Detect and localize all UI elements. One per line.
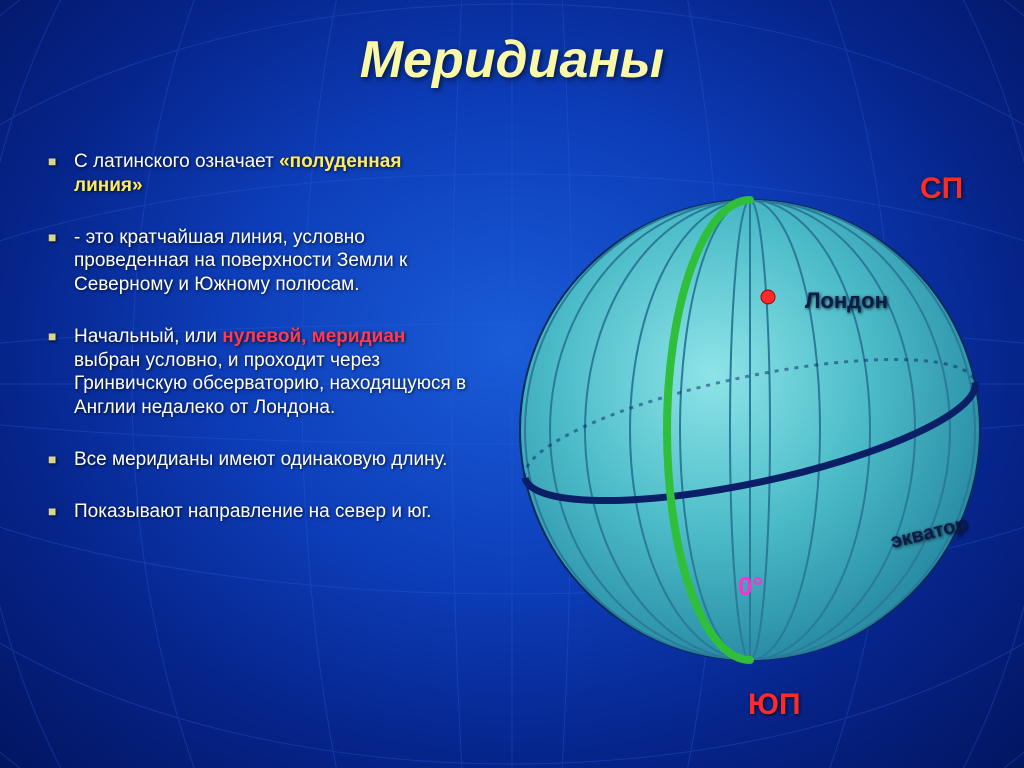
bullet-3: Начальный, или нулевой, меридиан выбран …: [48, 325, 468, 420]
globe-diagram: 0° СП ЮП Лондон экватор: [490, 100, 1010, 720]
london-dot: [761, 290, 775, 304]
bullet-1: С латинского означает «полуденная линия»: [48, 150, 468, 198]
bullet-5: Показывают направление на север и юг.: [48, 500, 468, 524]
south-pole-label: ЮП: [748, 688, 801, 722]
slide-title: Меридианы: [0, 30, 1024, 90]
north-pole-label: СП: [920, 172, 963, 206]
bullet-4: Все меридианы имеют одинаковую длину.: [48, 448, 468, 472]
bullet-3-pre: Начальный, или: [74, 326, 222, 347]
bullet-list: С латинского означает «полуденная линия»…: [48, 150, 468, 551]
bullet-2: - это кратчайшая линия, условно проведен…: [48, 226, 468, 297]
bullet-3-highlight: нулевой, меридиан: [222, 326, 405, 347]
bullet-1-pre: С латинского означает: [74, 151, 279, 172]
bullet-3-post: выбран условно, и проходит через Гринвич…: [74, 350, 466, 419]
zero-degree-label: 0°: [738, 571, 763, 601]
london-label: Лондон: [805, 288, 888, 314]
